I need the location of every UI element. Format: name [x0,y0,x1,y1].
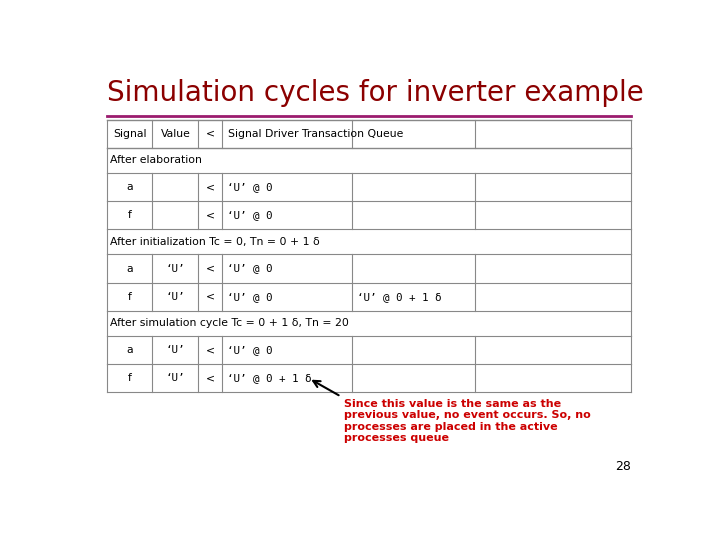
Text: ‘U’: ‘U’ [166,264,185,274]
Text: ‘U’ @ 0 + 1 δ: ‘U’ @ 0 + 1 δ [356,292,441,302]
Text: ‘U’: ‘U’ [166,373,185,383]
Text: <: < [206,292,215,302]
Text: ‘U’ @ 0: ‘U’ @ 0 [227,345,272,355]
Text: ‘U’ @ 0 + 1 δ: ‘U’ @ 0 + 1 δ [227,373,311,383]
Text: ‘U’ @ 0: ‘U’ @ 0 [227,210,272,220]
Text: After elaboration: After elaboration [109,156,202,165]
Text: a: a [126,264,133,274]
Text: Since this value is the same as the
previous value, no event occurs. So, no
proc: Since this value is the same as the prev… [344,399,590,443]
Text: ‘U’ @ 0: ‘U’ @ 0 [227,264,272,274]
Text: <: < [206,210,215,220]
Text: ‘U’ @ 0: ‘U’ @ 0 [227,292,272,302]
Text: 28: 28 [616,460,631,473]
Text: <: < [206,129,215,139]
Text: f: f [127,292,132,302]
Text: Value: Value [161,129,190,139]
Text: Signal: Signal [113,129,146,139]
Text: Simulation cycles for inverter example: Simulation cycles for inverter example [107,79,644,107]
Text: <: < [206,345,215,355]
Text: f: f [127,373,132,383]
Text: f: f [127,210,132,220]
Text: ‘U’: ‘U’ [166,292,185,302]
Text: After initialization Tc = 0, Tn = 0 + 1 δ: After initialization Tc = 0, Tn = 0 + 1 … [109,237,319,247]
Text: After simulation cycle Tc = 0 + 1 δ, Tn = 20: After simulation cycle Tc = 0 + 1 δ, Tn … [109,319,348,328]
Text: <: < [206,373,215,383]
Text: ‘U’: ‘U’ [166,345,185,355]
Text: <: < [206,182,215,192]
Text: a: a [126,345,133,355]
Text: Signal Driver Transaction Queue: Signal Driver Transaction Queue [228,129,403,139]
Text: <: < [206,264,215,274]
Text: a: a [126,182,133,192]
Text: ‘U’ @ 0: ‘U’ @ 0 [227,182,272,192]
